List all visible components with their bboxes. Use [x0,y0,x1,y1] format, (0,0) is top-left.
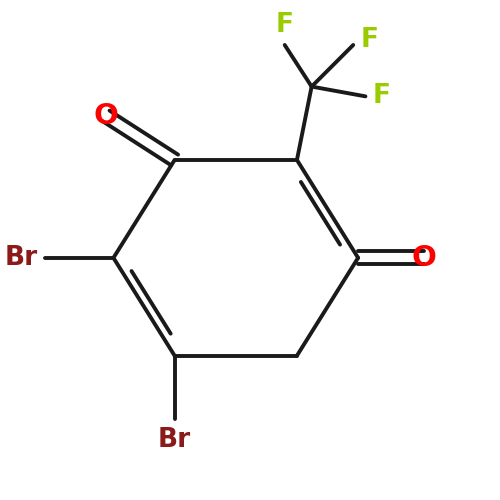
Text: Br: Br [158,426,191,452]
Text: O: O [412,244,436,272]
Text: O: O [94,102,118,130]
Text: F: F [360,27,378,53]
Text: F: F [276,12,293,38]
Text: F: F [373,84,391,110]
Text: Br: Br [4,245,38,271]
